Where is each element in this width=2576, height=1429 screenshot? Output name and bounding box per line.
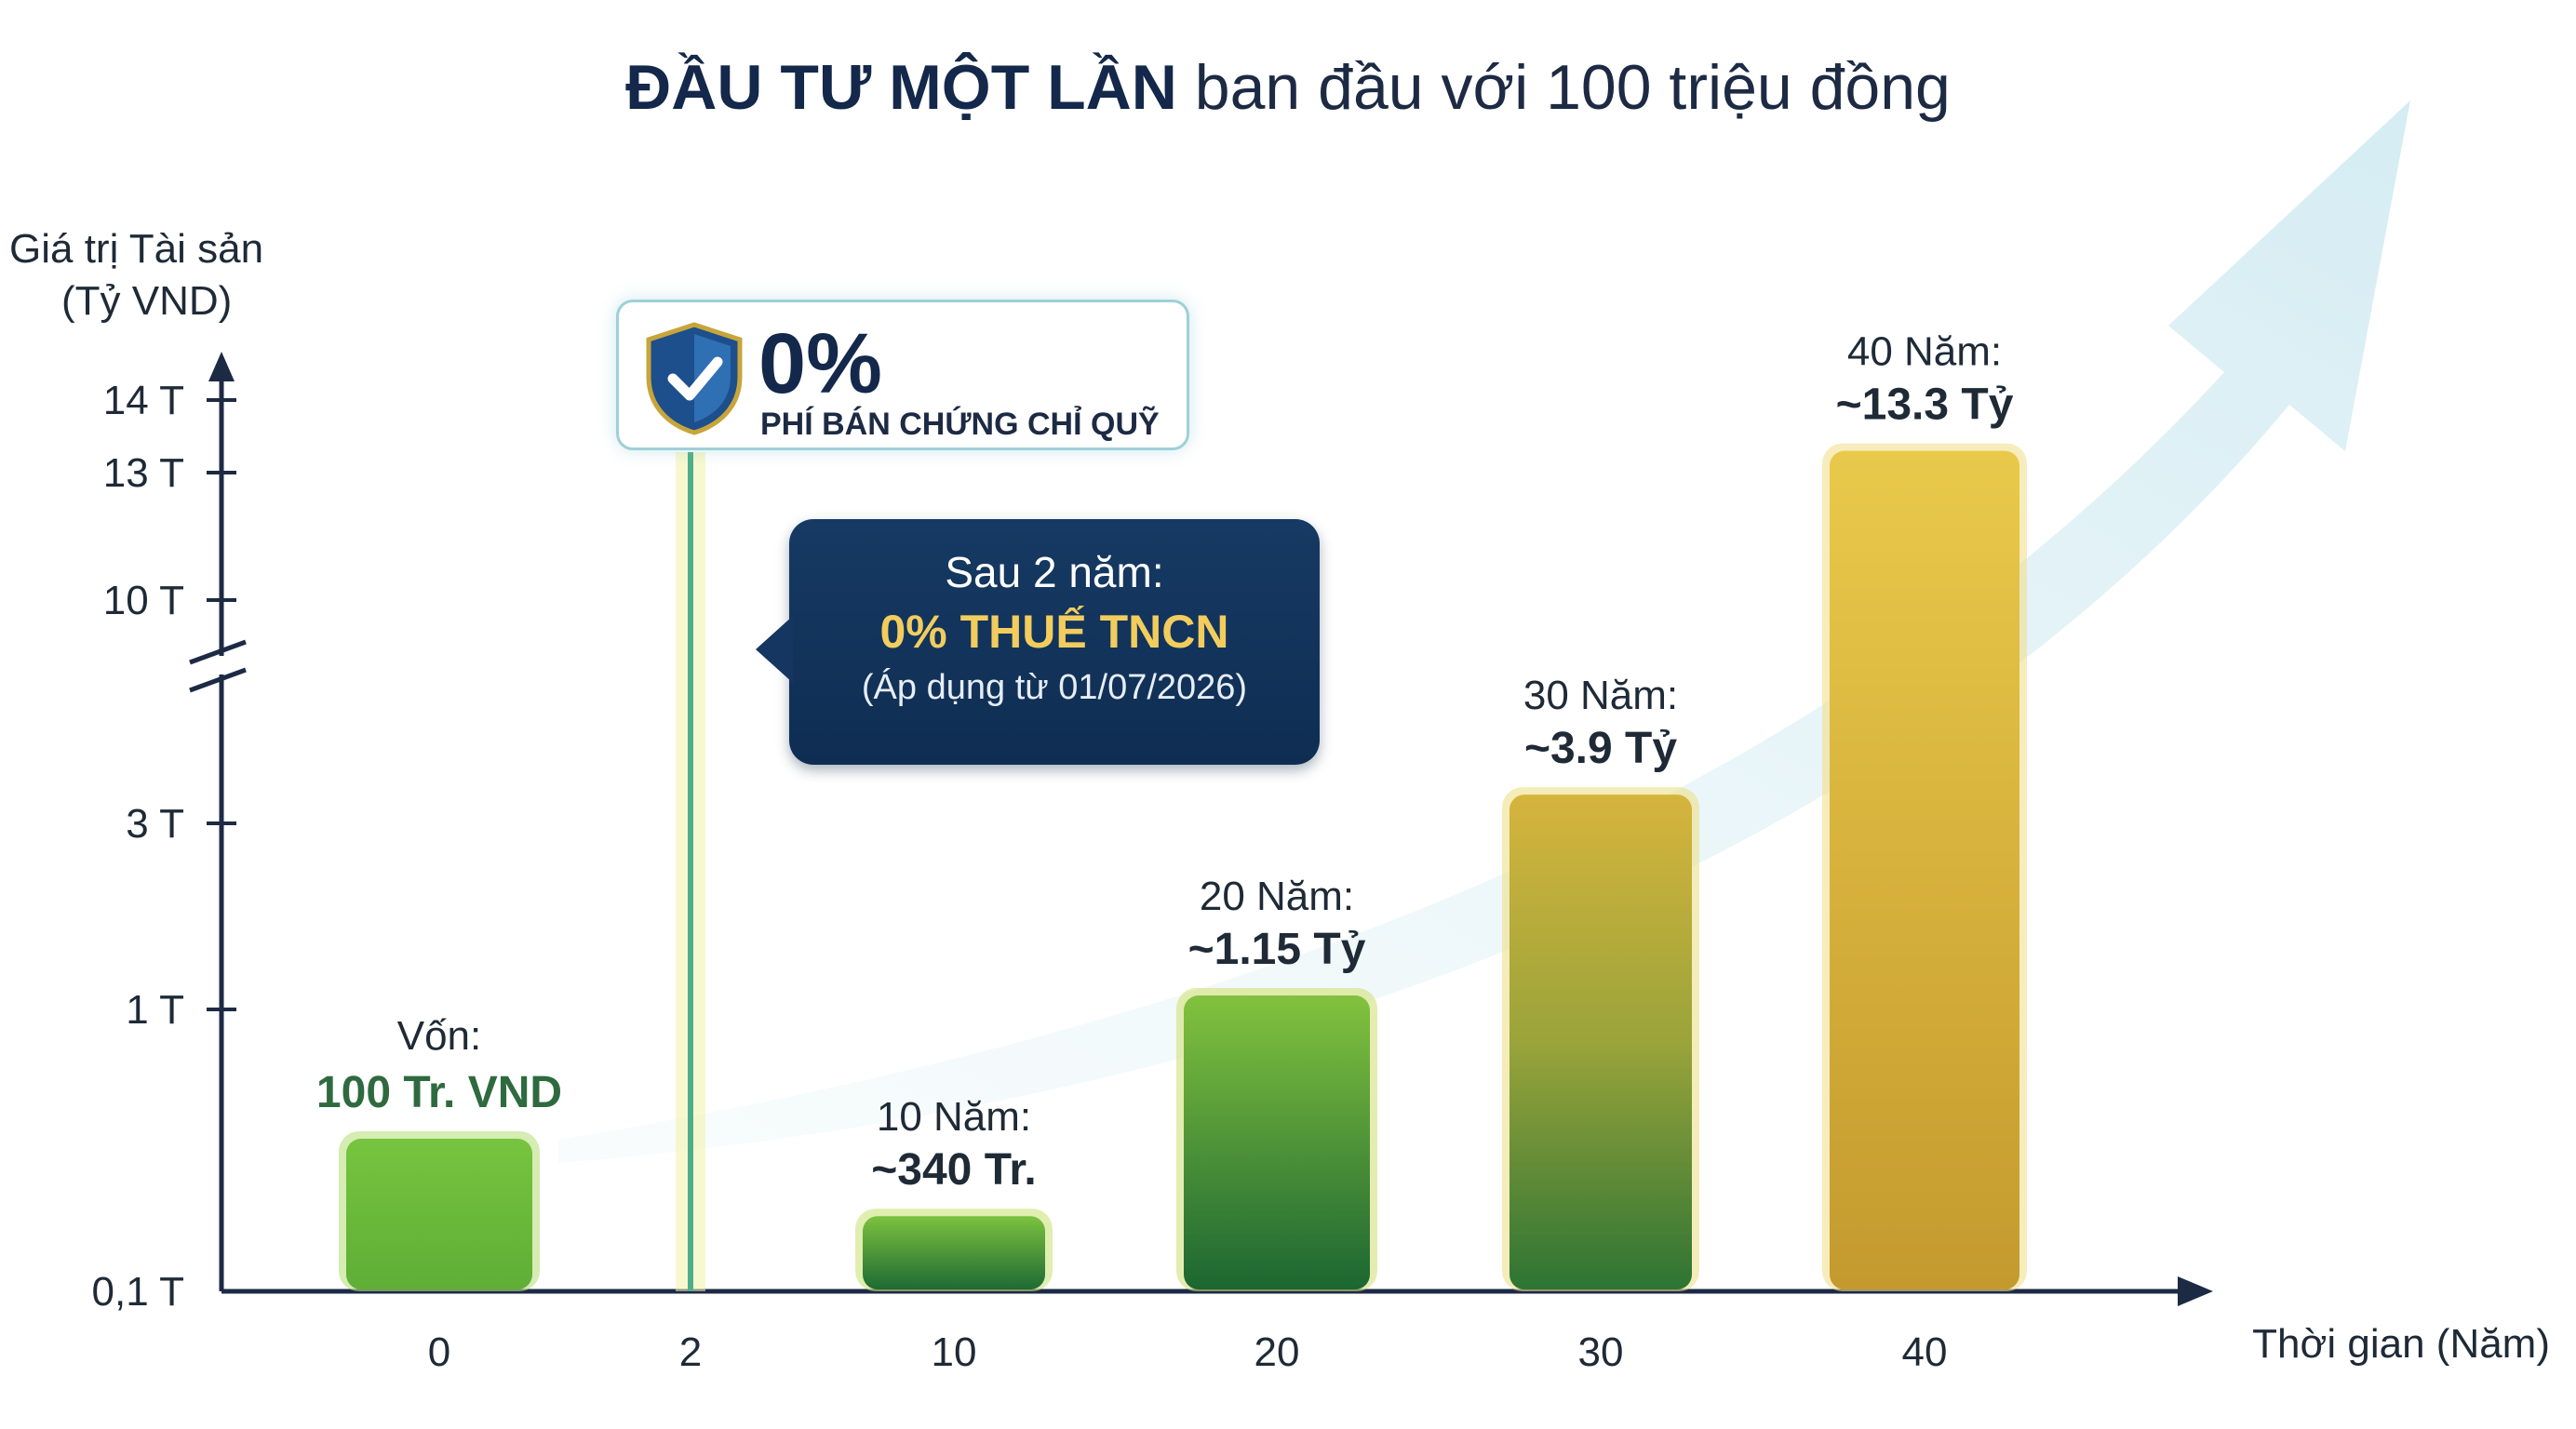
y-axis-break-mark xyxy=(189,639,247,665)
title-bold: ĐẦU TƯ MỘT LẦN xyxy=(625,52,1177,123)
badge-text: PHÍ BÁN CHỨNG CHỈ QUỸ xyxy=(760,407,1160,442)
y-tick-label: 10 T xyxy=(103,578,184,623)
y-axis-arrow-icon xyxy=(208,352,235,381)
bar-label-30: 30 Năm: xyxy=(1523,673,1678,718)
shield-check-icon xyxy=(646,322,743,435)
x-tick-label: 2 xyxy=(679,1329,702,1375)
x-axis-label: Thời gian (Năm) xyxy=(2252,1321,2550,1367)
bar-20 xyxy=(1184,995,1370,1289)
bar-label-40: 40 Năm: xyxy=(1847,329,2002,375)
x-tick-label: 40 xyxy=(1902,1329,1948,1375)
x-axis-arrow-icon xyxy=(2178,1276,2213,1306)
bar-value-label-0: 100 Tr. VND xyxy=(316,1068,562,1117)
bar-value-label-40: ~13.3 Tỷ xyxy=(1836,381,2014,430)
callout-line3: (Áp dụng từ 01/07/2026) xyxy=(861,668,1248,707)
sale-fee-badge: 0% PHÍ BÁN CHỨNG CHỈ QUỸ xyxy=(616,300,1189,450)
x-tick-label: 10 xyxy=(932,1329,977,1375)
y-tick-label: 0,1 T xyxy=(92,1269,184,1315)
callout-line2: 0% THUẾ TNCN xyxy=(879,606,1229,658)
growth-arrow-icon xyxy=(558,100,2410,1163)
x-tick-label: 20 xyxy=(1254,1329,1300,1375)
y-tick-label: 14 T xyxy=(103,378,184,423)
y-tick-label: 13 T xyxy=(103,450,184,496)
badge-percent: 0% xyxy=(758,316,882,411)
bar-10 xyxy=(863,1216,1045,1289)
chart-title: ĐẦU TƯ MỘT LẦN ban đầu với 100 triệu đồn… xyxy=(0,51,2576,124)
bar-label-10: 10 Năm: xyxy=(877,1094,1031,1140)
y-axis-break-mark xyxy=(189,667,247,693)
y-tick-label: 1 T xyxy=(126,987,184,1033)
bar-value-label-10: ~340 Tr. xyxy=(871,1145,1037,1195)
bar-40 xyxy=(1830,450,2019,1290)
bar-value-label-20: ~1.15 Tỷ xyxy=(1188,925,1366,974)
x-tick-label: 0 xyxy=(428,1329,450,1375)
bar-value-label-30: ~3.9 Tỷ xyxy=(1524,724,1677,773)
bar-0 xyxy=(346,1139,532,1289)
callout-line1: Sau 2 năm: xyxy=(945,548,1164,596)
bar-30 xyxy=(1509,795,1692,1289)
y-axis-label-line1: Giá trị Tài sản xyxy=(9,226,264,272)
y-axis-label-line2: (Tỷ VND) xyxy=(61,278,233,324)
bar-label-0: Vốn: xyxy=(397,1013,482,1059)
title-rest: ban đầu với 100 triệu đồng xyxy=(1194,52,1951,123)
tax-callout: Sau 2 năm: 0% THUẾ TNCN (Áp dụng từ 01/0… xyxy=(756,519,1320,765)
x-tick-label: 30 xyxy=(1578,1329,1624,1375)
bar-label-20: 20 Năm: xyxy=(1200,874,1354,919)
y-tick-label: 3 T xyxy=(126,801,184,847)
y-axis-label: Giá trị Tài sản (Tỷ VND) xyxy=(9,223,382,327)
